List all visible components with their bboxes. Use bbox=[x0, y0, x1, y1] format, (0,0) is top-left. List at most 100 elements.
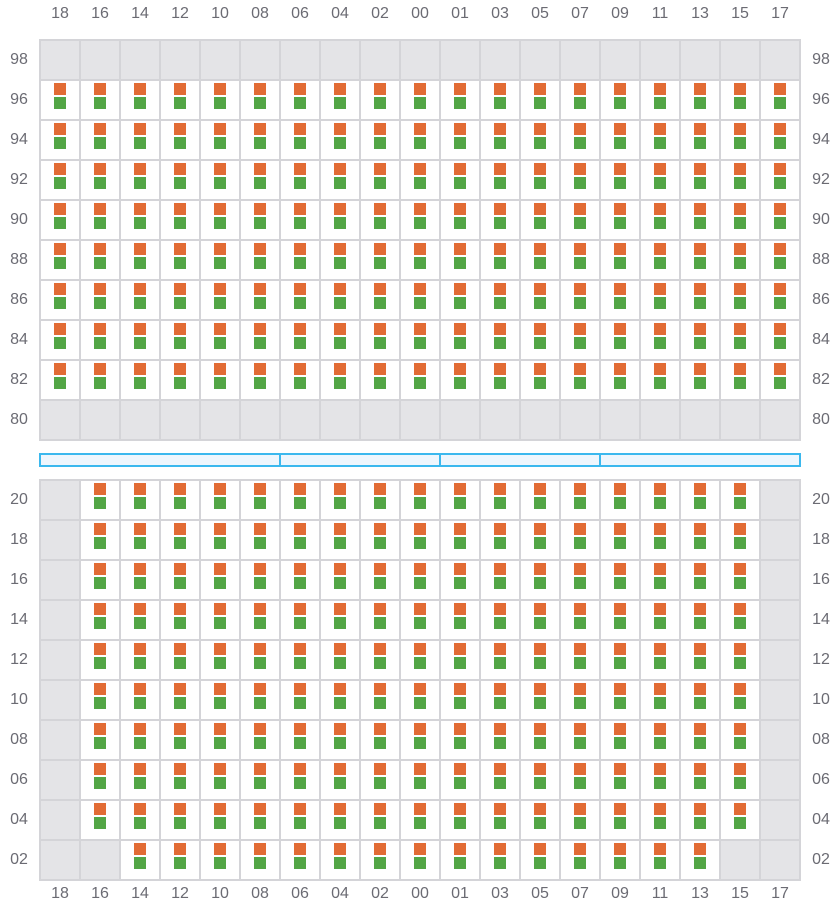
seat-cell[interactable] bbox=[121, 561, 159, 599]
seat-cell[interactable] bbox=[201, 201, 239, 239]
seat-cell[interactable] bbox=[681, 601, 719, 639]
seat-cell[interactable] bbox=[441, 681, 479, 719]
seat-cell[interactable] bbox=[561, 241, 599, 279]
seat-cell[interactable] bbox=[641, 321, 679, 359]
seat-cell[interactable] bbox=[321, 761, 359, 799]
seat-cell[interactable] bbox=[521, 241, 559, 279]
seat-cell[interactable] bbox=[601, 81, 639, 119]
seat-cell[interactable] bbox=[161, 241, 199, 279]
seat-cell[interactable] bbox=[481, 801, 519, 839]
seat-cell[interactable] bbox=[441, 801, 479, 839]
seat-cell[interactable] bbox=[81, 641, 119, 679]
seat-cell[interactable] bbox=[481, 241, 519, 279]
seat-cell[interactable] bbox=[41, 321, 79, 359]
seat-cell[interactable] bbox=[121, 521, 159, 559]
seat-cell[interactable] bbox=[761, 361, 799, 399]
seat-cell[interactable] bbox=[441, 81, 479, 119]
seat-cell[interactable] bbox=[521, 601, 559, 639]
seat-cell[interactable] bbox=[321, 81, 359, 119]
seat-cell[interactable] bbox=[521, 841, 559, 879]
seat-cell[interactable] bbox=[361, 281, 399, 319]
seat-cell[interactable] bbox=[601, 361, 639, 399]
seat-cell[interactable] bbox=[81, 281, 119, 319]
seat-cell[interactable] bbox=[481, 761, 519, 799]
seat-cell[interactable] bbox=[321, 601, 359, 639]
seat-cell[interactable] bbox=[201, 601, 239, 639]
seat-cell[interactable] bbox=[121, 81, 159, 119]
seat-cell[interactable] bbox=[681, 841, 719, 879]
seat-cell[interactable] bbox=[81, 801, 119, 839]
seat-cell[interactable] bbox=[521, 121, 559, 159]
seat-cell[interactable] bbox=[161, 721, 199, 759]
seat-cell[interactable] bbox=[681, 201, 719, 239]
seat-cell[interactable] bbox=[721, 721, 759, 759]
seat-cell[interactable] bbox=[561, 561, 599, 599]
seat-cell[interactable] bbox=[561, 121, 599, 159]
seat-cell[interactable] bbox=[161, 161, 199, 199]
seat-cell[interactable] bbox=[561, 321, 599, 359]
seat-cell[interactable] bbox=[481, 81, 519, 119]
seat-cell[interactable] bbox=[241, 481, 279, 519]
seat-cell[interactable] bbox=[241, 321, 279, 359]
seat-cell[interactable] bbox=[481, 641, 519, 679]
seat-cell[interactable] bbox=[521, 761, 559, 799]
seat-cell[interactable] bbox=[81, 81, 119, 119]
seat-cell[interactable] bbox=[401, 481, 439, 519]
seat-cell[interactable] bbox=[81, 121, 119, 159]
seat-cell[interactable] bbox=[681, 81, 719, 119]
seat-cell[interactable] bbox=[361, 321, 399, 359]
seat-cell[interactable] bbox=[601, 121, 639, 159]
seat-cell[interactable] bbox=[481, 321, 519, 359]
seat-cell[interactable] bbox=[401, 681, 439, 719]
seat-cell[interactable] bbox=[561, 681, 599, 719]
seat-cell[interactable] bbox=[321, 641, 359, 679]
seat-cell[interactable] bbox=[401, 281, 439, 319]
seat-cell[interactable] bbox=[441, 641, 479, 679]
seat-cell[interactable] bbox=[321, 121, 359, 159]
seat-cell[interactable] bbox=[641, 801, 679, 839]
seat-cell[interactable] bbox=[761, 241, 799, 279]
seat-cell[interactable] bbox=[601, 321, 639, 359]
seat-cell[interactable] bbox=[361, 241, 399, 279]
seat-cell[interactable] bbox=[201, 161, 239, 199]
seat-cell[interactable] bbox=[241, 521, 279, 559]
seat-cell[interactable] bbox=[281, 841, 319, 879]
seat-cell[interactable] bbox=[601, 561, 639, 599]
seat-cell[interactable] bbox=[521, 281, 559, 319]
seat-cell[interactable] bbox=[121, 321, 159, 359]
seat-cell[interactable] bbox=[681, 641, 719, 679]
seat-cell[interactable] bbox=[441, 161, 479, 199]
seat-cell[interactable] bbox=[321, 521, 359, 559]
seat-cell[interactable] bbox=[441, 761, 479, 799]
seat-cell[interactable] bbox=[561, 841, 599, 879]
seat-cell[interactable] bbox=[241, 801, 279, 839]
seat-cell[interactable] bbox=[241, 681, 279, 719]
seat-cell[interactable] bbox=[521, 481, 559, 519]
seat-cell[interactable] bbox=[561, 601, 599, 639]
seat-cell[interactable] bbox=[721, 121, 759, 159]
seat-cell[interactable] bbox=[641, 121, 679, 159]
seat-cell[interactable] bbox=[361, 81, 399, 119]
seat-cell[interactable] bbox=[201, 641, 239, 679]
seat-cell[interactable] bbox=[121, 681, 159, 719]
seat-cell[interactable] bbox=[601, 601, 639, 639]
seat-cell[interactable] bbox=[441, 721, 479, 759]
seat-cell[interactable] bbox=[201, 121, 239, 159]
seat-cell[interactable] bbox=[321, 801, 359, 839]
seat-cell[interactable] bbox=[81, 761, 119, 799]
seat-cell[interactable] bbox=[201, 241, 239, 279]
seat-cell[interactable] bbox=[601, 641, 639, 679]
seat-cell[interactable] bbox=[201, 481, 239, 519]
seat-cell[interactable] bbox=[241, 601, 279, 639]
seat-cell[interactable] bbox=[121, 201, 159, 239]
seat-cell[interactable] bbox=[561, 361, 599, 399]
seat-cell[interactable] bbox=[601, 201, 639, 239]
seat-cell[interactable] bbox=[521, 641, 559, 679]
seat-cell[interactable] bbox=[721, 201, 759, 239]
seat-cell[interactable] bbox=[521, 161, 559, 199]
seat-cell[interactable] bbox=[441, 361, 479, 399]
seat-cell[interactable] bbox=[521, 721, 559, 759]
seat-cell[interactable] bbox=[241, 161, 279, 199]
seat-cell[interactable] bbox=[761, 281, 799, 319]
seat-cell[interactable] bbox=[401, 361, 439, 399]
